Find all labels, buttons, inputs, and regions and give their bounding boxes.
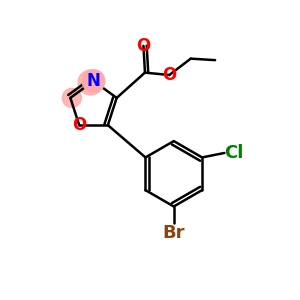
Circle shape (78, 70, 103, 95)
Circle shape (82, 70, 105, 92)
Text: O: O (136, 37, 151, 55)
Text: N: N (87, 72, 100, 90)
Text: O: O (72, 116, 86, 134)
Text: Cl: Cl (224, 144, 244, 162)
Circle shape (62, 88, 81, 107)
Text: Br: Br (163, 224, 185, 242)
Text: O: O (162, 66, 176, 84)
